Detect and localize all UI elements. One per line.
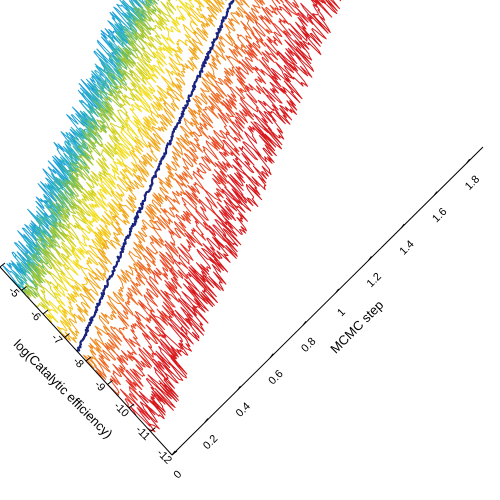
y-tick-mark — [64, 333, 70, 338]
x-tick-label: 1.4 — [397, 238, 416, 257]
x-axis-line — [171, 146, 484, 456]
trace-series-8 — [56, 0, 211, 337]
x-tick-mark — [433, 191, 438, 196]
trace-series-16 — [145, 0, 345, 433]
y-tick-label: -8 — [70, 355, 85, 370]
x-axis-title: MCMC step — [327, 297, 386, 356]
y-tick-mark — [171, 450, 178, 456]
x-tick-label: 1.2 — [365, 271, 384, 290]
y-tick-label: -11 — [133, 424, 152, 443]
trace-series-7 — [44, 0, 197, 323]
x-tick-mark — [400, 223, 405, 229]
y-tick-mark — [21, 286, 27, 291]
x-tick-mark — [204, 418, 209, 423]
x-tick-label: 0.2 — [201, 433, 220, 452]
plot-area — [2, 0, 345, 433]
trace-series-1 — [2, 0, 146, 286]
trace-series-5 — [23, 0, 162, 299]
y-tick-mark — [150, 427, 156, 432]
x-tick-label: 0.4 — [234, 400, 253, 419]
x-tick-mark — [335, 288, 340, 294]
x-tick-mark — [269, 353, 274, 359]
y-tick-mark — [107, 380, 113, 385]
y-tick-mark — [0, 262, 6, 268]
trace-series-4 — [19, 0, 159, 298]
trace-series-6 — [33, 0, 178, 312]
trace-series-13 — [106, 0, 284, 396]
x-tick-label: 1 — [335, 306, 348, 319]
trace-series-14 — [119, 0, 305, 412]
x-tick-label: 1.8 — [463, 173, 482, 192]
trace-series-10 — [76, 0, 235, 352]
trace-series-11 — [83, 0, 250, 369]
x-tick-mark — [302, 321, 307, 326]
x-tick-label: 0.8 — [299, 336, 318, 355]
x-tick-label: 0 — [171, 468, 184, 481]
y-tick-mark — [85, 356, 92, 362]
y-tick-label: -6 — [27, 308, 42, 323]
y-tick-mark — [128, 403, 135, 409]
y-tick-mark — [42, 309, 49, 315]
x-tick-label: 0.6 — [266, 368, 285, 387]
x-tick-label: 1.6 — [430, 206, 449, 225]
x-tick-mark — [237, 385, 241, 391]
trace-series-12 — [94, 0, 266, 382]
y-tick-label: -12 — [154, 447, 174, 467]
x-tick-mark — [368, 256, 372, 261]
x-tick-mark — [466, 158, 471, 164]
trace-series-9 — [62, 0, 227, 343]
axis-labels: MCMC step log(Catalytic efficiency) — [11, 297, 387, 441]
